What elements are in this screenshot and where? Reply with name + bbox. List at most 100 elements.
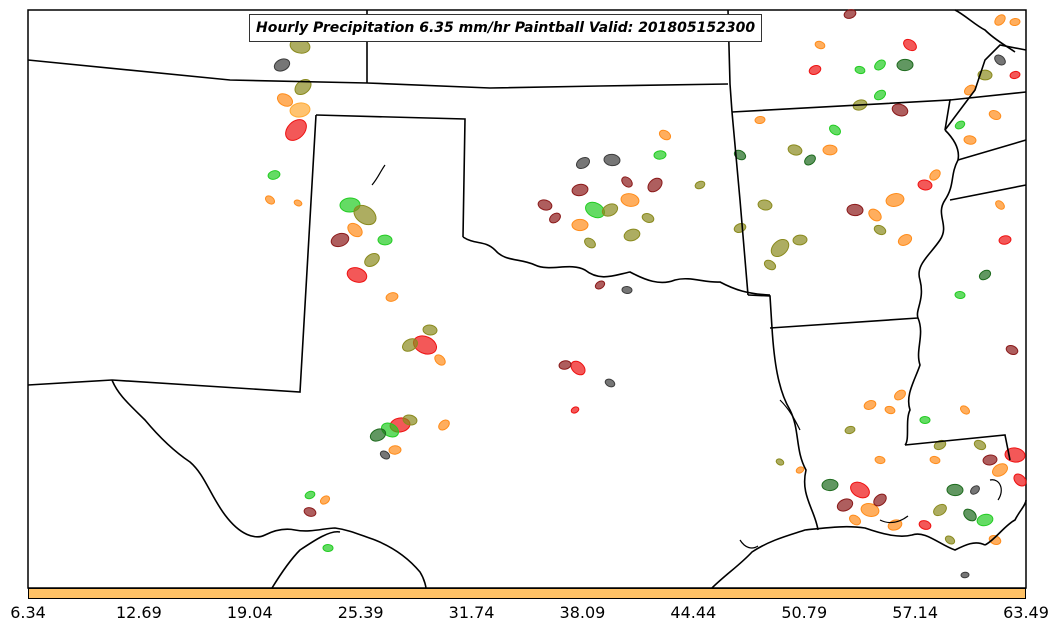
paintball-blob [885,193,905,207]
paintball-blob [558,360,572,370]
paintball-blob [808,64,822,76]
paintball-blob [623,228,641,242]
paintball-blob [733,149,747,161]
colorbar-tick-label: 19.04 [226,603,273,622]
ms-al-border [949,184,1027,201]
paintball-blob [795,466,805,474]
paintball-blob [422,324,438,336]
paintball-blob [369,428,387,442]
paintball-blob [775,458,785,466]
colorbar-tick-label: 38.09 [559,603,606,622]
paintball-blob [944,535,956,545]
paintball-blob [998,235,1012,245]
iowa-mo-border [949,91,1027,101]
paintball-blob [850,481,870,499]
paintball-blob [273,58,291,72]
il-river [954,9,1016,53]
paintball-blob [289,102,311,118]
paintball-blob [621,285,633,295]
paintball-blob [347,222,363,238]
rio-grande [111,379,427,589]
ok-east-border [731,111,749,296]
paintball-blob [601,203,619,217]
state-boundaries [27,9,1027,589]
paintball-blob [846,203,864,217]
paintball-blob [960,571,970,579]
colorbar [28,588,1026,599]
paintball-blob [976,513,994,527]
ms-la-border [904,434,1011,461]
paintball-blob [874,455,886,465]
mississippi-river [904,129,960,446]
tn-ms-border [957,139,1027,161]
paintball-blob [873,493,887,507]
paintball-blob [265,195,275,205]
paintball-blob [829,124,841,136]
colorbar-tick-label: 63.49 [1003,603,1049,622]
paintball-blob [863,400,877,410]
paintball-blob [621,176,633,188]
ar-tx-border [747,294,773,329]
paintball-blob [963,508,977,522]
paintball-blob [854,65,866,75]
paintball-blob [353,204,377,226]
paintball-blob [377,234,393,246]
paintball-blob [933,503,947,517]
paintball-blob [434,354,446,366]
paintball-blob [571,183,589,197]
paintball-blob [894,389,906,401]
paintball-blob [322,543,334,553]
paintball-blob [319,495,331,505]
paintball-blob [584,237,596,249]
paintball-blob [919,415,931,425]
paintball-blob [594,280,606,290]
paintball-blob [647,177,663,193]
paintball-blob [575,156,591,170]
paintball-blob [918,520,932,530]
nm-tx-border [111,114,317,393]
paintball-blob [303,507,317,517]
paintball-blob [757,199,773,211]
paintball-blob [763,259,777,271]
paintball-blob [438,419,450,431]
gulf-coast [711,525,986,589]
paintball-blob [884,405,896,415]
paintball-blob [994,54,1006,66]
paintball-blob [570,360,586,376]
paintball-blob [770,238,790,258]
paintball-blob [285,119,307,141]
colorbar-tick-label: 57.14 [892,603,939,622]
co-ne-border [27,59,368,84]
paintball-blob [891,103,909,117]
paintball-blob [994,14,1006,26]
paintball-blob [304,490,316,500]
paintball-blob [330,232,350,248]
paintball-blob [821,478,839,492]
paintball-blob [620,193,640,207]
paintball-blob [844,425,856,435]
paintball-blob [873,89,887,101]
paintball-blob [792,234,808,246]
colorbar-tick-label: 31.74 [448,603,495,622]
paintball-blob [1013,473,1027,487]
paintball-blob [603,153,621,167]
paintball-blob [873,224,887,236]
paintball-blob [346,267,368,283]
ks-ok-border [315,114,466,238]
paintball-blob [388,445,402,455]
ks-ne-border [366,82,729,89]
mexico-inlet [271,530,341,589]
paintball-blob [754,115,766,125]
paintball-blob [836,498,854,512]
paintball-blob [658,129,672,141]
paintball-blob [402,338,418,352]
paintball-blob [549,212,561,224]
paintball-blob [963,135,977,145]
ar-la-border [769,317,919,329]
paintball-blob [868,208,882,222]
paintball-blob [929,169,941,181]
paintball-blob [973,439,987,451]
colorbar-tick-label: 12.69 [115,603,162,622]
paintball-blob [903,38,917,52]
paintball-blob [960,405,970,415]
